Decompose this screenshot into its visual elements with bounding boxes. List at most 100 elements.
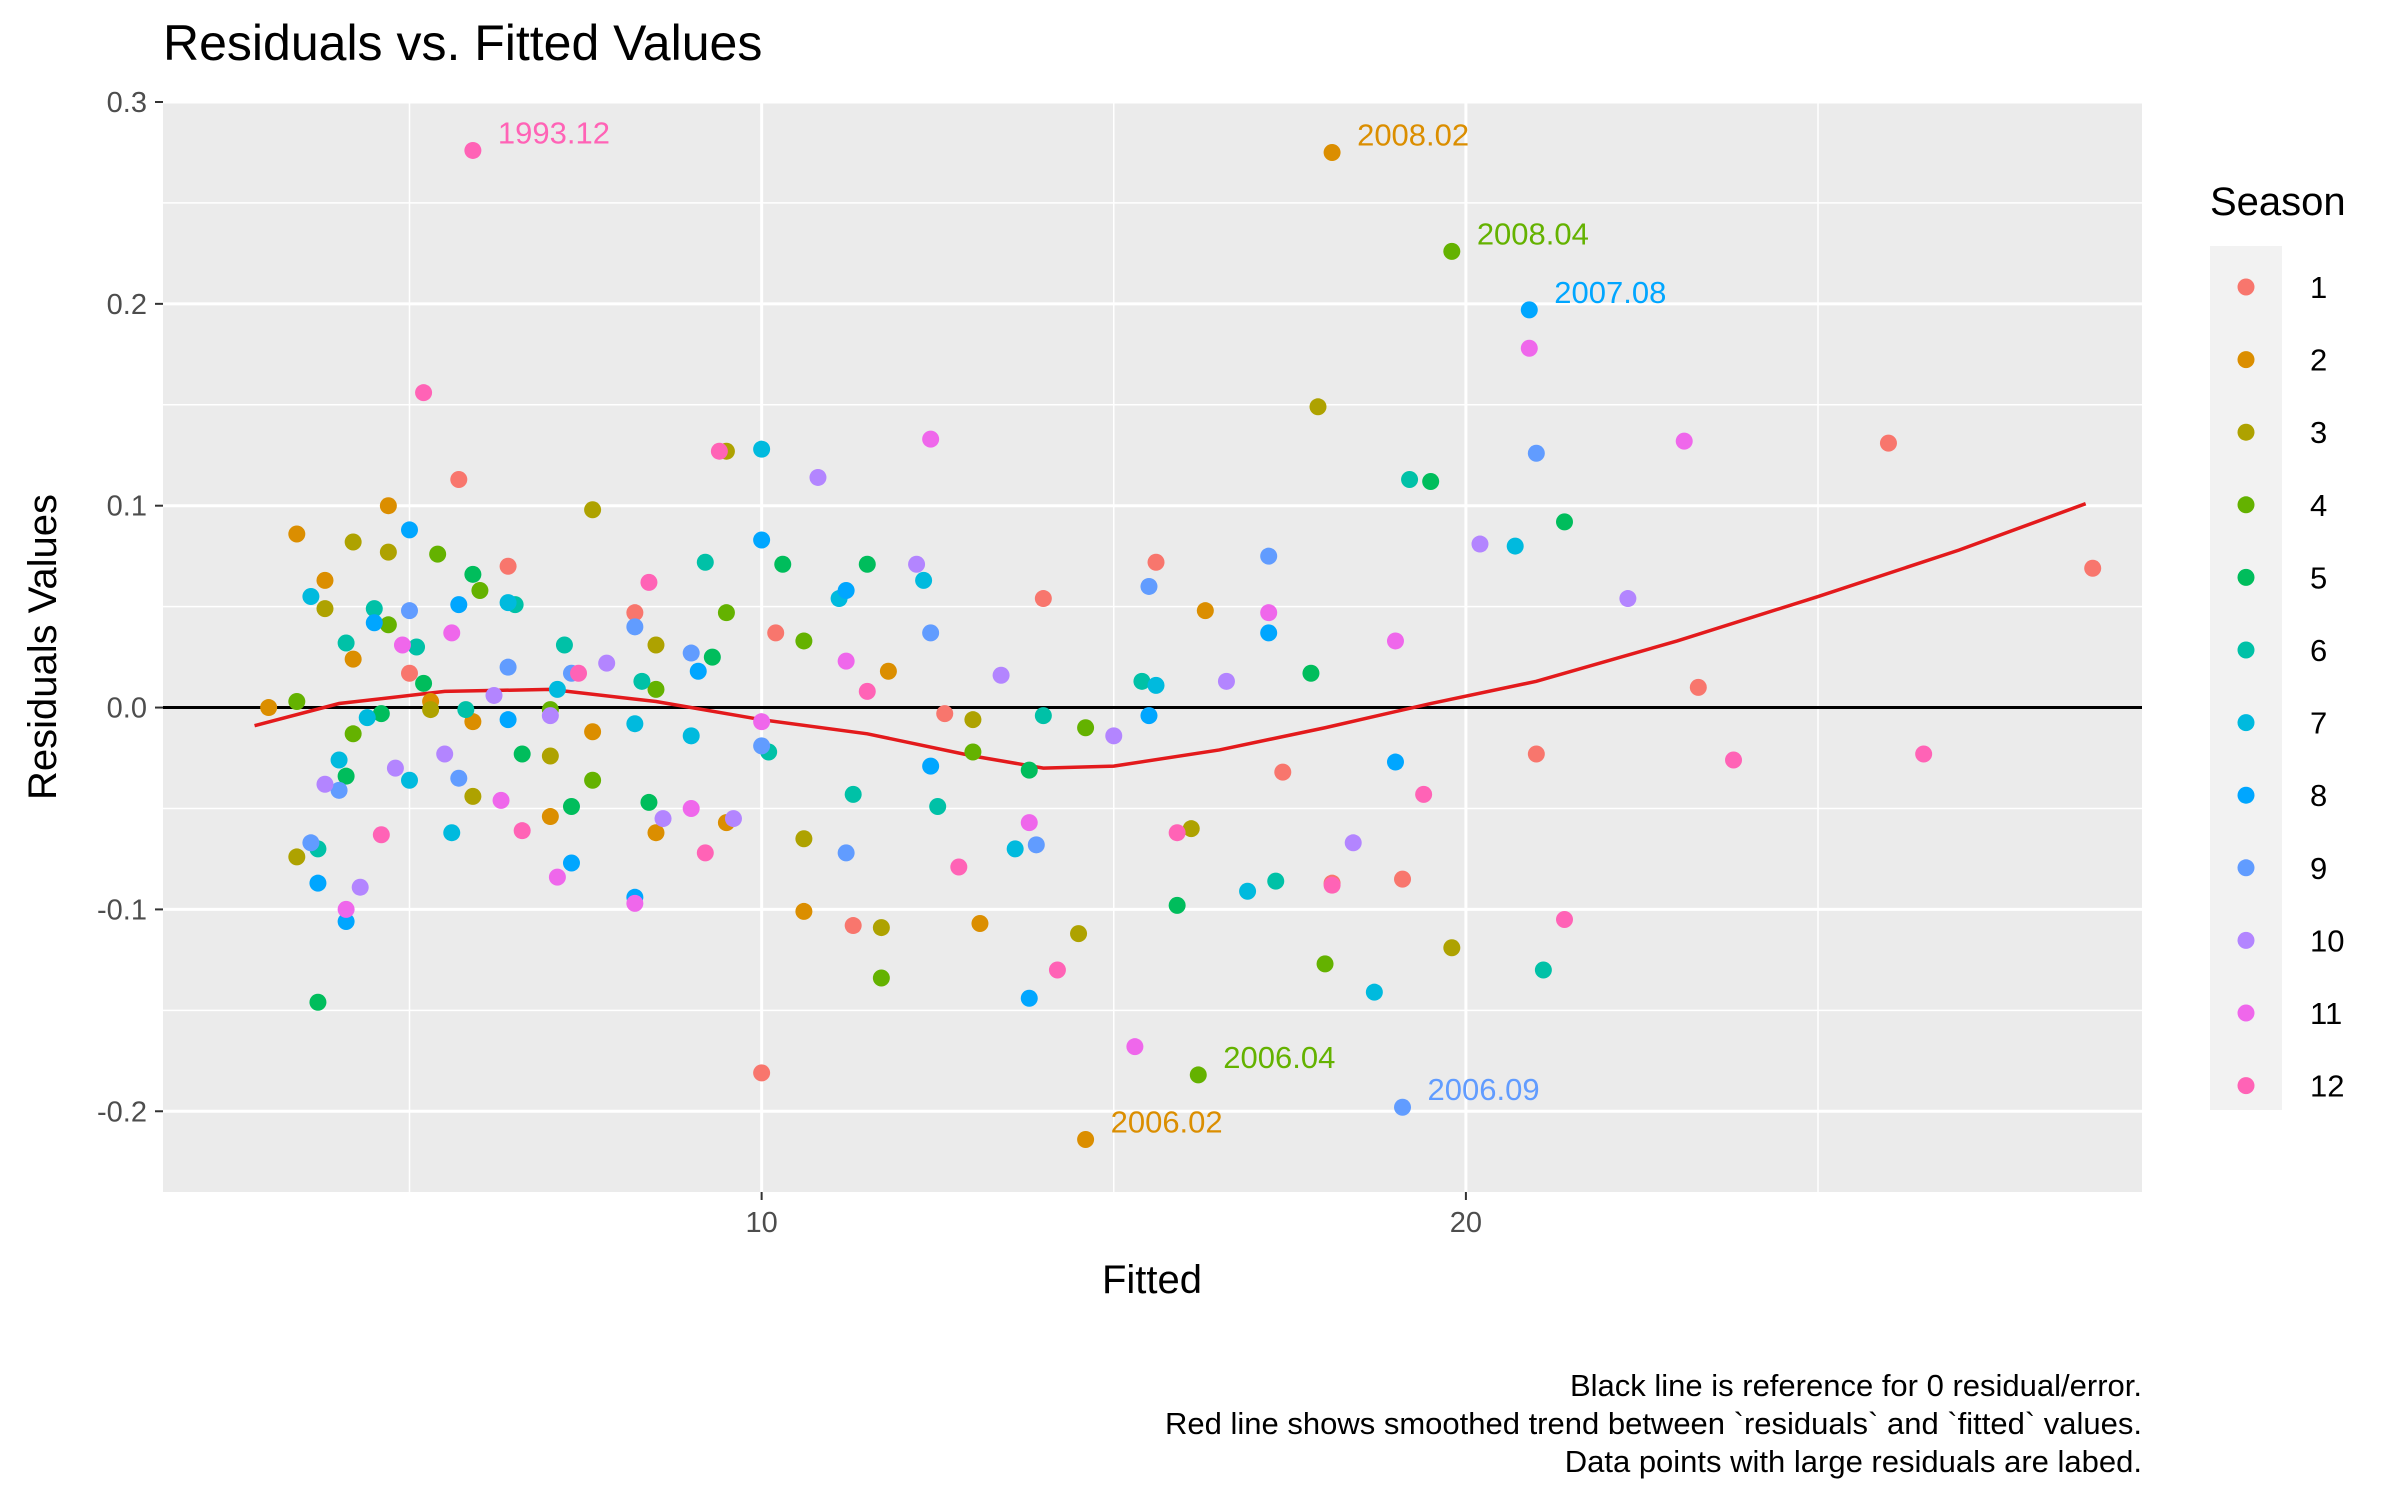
data-point-season-8 <box>562 854 580 872</box>
y-axis-title: Residuals Values <box>21 494 65 800</box>
data-point-season-6 <box>457 701 475 719</box>
data-point-season-10 <box>992 666 1010 684</box>
data-point-season-10 <box>1217 672 1235 690</box>
data-point-season-10 <box>316 775 334 793</box>
x-tick-label: 10 <box>745 1207 777 1239</box>
data-point-season-4 <box>1316 955 1334 973</box>
data-point-season-1 <box>400 664 418 682</box>
data-point-season-5 <box>415 674 433 692</box>
data-point-season-11 <box>626 894 644 912</box>
data-point-season-8 <box>1520 301 1538 319</box>
data-point-season-4 <box>471 581 489 599</box>
data-point-season-1 <box>936 705 954 723</box>
data-point-season-12 <box>1048 961 1066 979</box>
data-point-season-4 <box>288 693 306 710</box>
data-point-season-8 <box>365 614 383 632</box>
data-point-season-8 <box>450 596 468 614</box>
point-label: 2007.08 <box>1554 275 1666 310</box>
caption-line-1: Black line is reference for 0 residual/e… <box>1570 1368 2142 1403</box>
data-point-season-2 <box>288 525 306 543</box>
legend-label-season-6: 6 <box>2310 633 2327 668</box>
legend-key-season-12 <box>2237 1077 2255 1095</box>
data-point-season-11 <box>443 624 461 642</box>
x-tick-label: 20 <box>1450 1207 1482 1239</box>
data-point-season-5 <box>513 745 531 763</box>
data-point-season-11 <box>682 799 700 817</box>
data-point-season-1 <box>1394 870 1412 888</box>
data-point-season-2 <box>344 650 362 668</box>
data-point-season-12 <box>1323 876 1341 894</box>
caption: Black line is reference for 0 residual/e… <box>1165 1368 2142 1479</box>
legend-label-season-4: 4 <box>2310 488 2327 523</box>
y-tick-label: 0.2 <box>107 289 147 321</box>
data-point-season-3 <box>584 501 602 519</box>
point-label: 2006.04 <box>1223 1040 1335 1075</box>
data-point-season-3 <box>541 747 559 765</box>
legend-key-background <box>2210 246 2282 1110</box>
legend-key-season-2 <box>2237 351 2255 369</box>
data-point-season-7 <box>1239 882 1257 900</box>
data-point-season-5 <box>562 797 580 815</box>
data-point-season-8 <box>309 874 327 892</box>
data-point-season-4 <box>872 969 890 987</box>
legend-key-season-4 <box>2237 496 2255 514</box>
data-point-season-3 <box>379 543 397 561</box>
data-point-season-4 <box>964 743 982 761</box>
data-point-season-4 <box>584 771 602 789</box>
data-point-season-6 <box>1267 872 1285 890</box>
data-point-season-12 <box>640 573 658 591</box>
data-point-season-5 <box>640 793 658 811</box>
data-point-season-8 <box>337 913 355 931</box>
data-point-season-7 <box>915 571 933 589</box>
data-point-season-2 <box>1196 602 1214 620</box>
data-point-season-9 <box>400 602 418 620</box>
data-point-season-1 <box>450 470 468 488</box>
data-point-season-8 <box>753 531 771 549</box>
data-point-season-1 <box>626 604 644 622</box>
data-point-season-10 <box>1105 727 1123 745</box>
data-point-season-3 <box>1309 398 1327 416</box>
data-point-season-5 <box>1020 761 1038 779</box>
data-point-season-10 <box>485 686 503 704</box>
data-point-season-12 <box>710 442 728 460</box>
data-point-season-2 <box>647 824 665 842</box>
data-point-season-10 <box>908 555 926 573</box>
data-point-season-1 <box>844 917 862 935</box>
data-point-season-7 <box>1147 676 1165 694</box>
data-point-season-5 <box>337 767 355 785</box>
data-point-season-3 <box>1443 939 1461 957</box>
data-point-season-12 <box>696 844 714 862</box>
data-point-season-12 <box>372 826 390 844</box>
legend-key-season-9 <box>2237 859 2255 877</box>
data-point-season-7 <box>753 440 771 458</box>
legend-key-season-5 <box>2237 568 2255 586</box>
data-point-season-3 <box>964 711 982 729</box>
data-point-season-6 <box>1034 707 1052 725</box>
data-point-season-9 <box>302 834 320 852</box>
data-point-season-7 <box>358 709 376 727</box>
data-point-season-2 <box>584 723 602 741</box>
y-tick-label: 0.3 <box>107 87 147 119</box>
legend-label-season-9: 9 <box>2310 851 2327 886</box>
data-point-season-11 <box>1020 814 1038 832</box>
data-point-season-8 <box>499 711 517 729</box>
data-point-season-1 <box>1689 678 1707 696</box>
data-point-season-8 <box>837 581 855 599</box>
data-point-season-6 <box>1401 470 1419 488</box>
data-point-season-7 <box>548 680 566 698</box>
data-point-season-7 <box>302 588 320 606</box>
y-tick-label: -0.2 <box>97 1096 147 1128</box>
data-point-season-5 <box>1422 472 1440 490</box>
data-point-season-9 <box>1527 444 1545 462</box>
data-point-season-11 <box>1675 432 1693 450</box>
data-point-season-1 <box>767 624 785 642</box>
y-tick-label: 0.1 <box>107 491 147 523</box>
data-point-season-6 <box>1534 961 1552 979</box>
data-point-season-1 <box>1527 745 1545 763</box>
data-point-season-6 <box>1133 672 1151 690</box>
data-point-season-1 <box>1879 434 1897 452</box>
data-point-season-12 <box>1168 824 1186 842</box>
data-point-season-5 <box>703 648 721 666</box>
